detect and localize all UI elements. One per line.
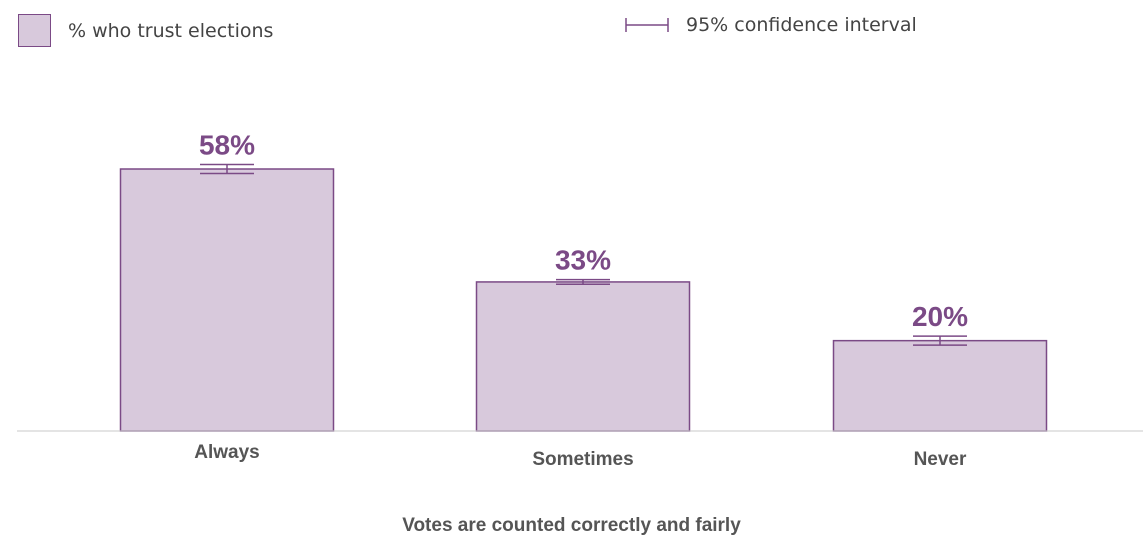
data-label: 58% [199, 129, 255, 160]
x-tick-label: Never [914, 449, 967, 470]
bar [832, 339, 1048, 432]
x-tick-label: Sometimes [532, 449, 633, 470]
legend-series-label: % who trust elections [68, 19, 274, 42]
legend-swatch [18, 14, 51, 47]
x-axis-title: Votes are counted correctly and fairly [402, 515, 741, 536]
legend-series: % who trust elections [18, 14, 273, 47]
confidence-interval-icon [625, 18, 669, 32]
x-tick-label: Always [194, 442, 259, 463]
data-label: 20% [912, 301, 968, 332]
legend-ci: 95% confidence interval [624, 14, 917, 36]
legend-ci-label: 95% confidence interval [686, 14, 917, 36]
bar [475, 281, 691, 432]
bar [119, 168, 335, 432]
data-label: 33% [555, 245, 611, 276]
